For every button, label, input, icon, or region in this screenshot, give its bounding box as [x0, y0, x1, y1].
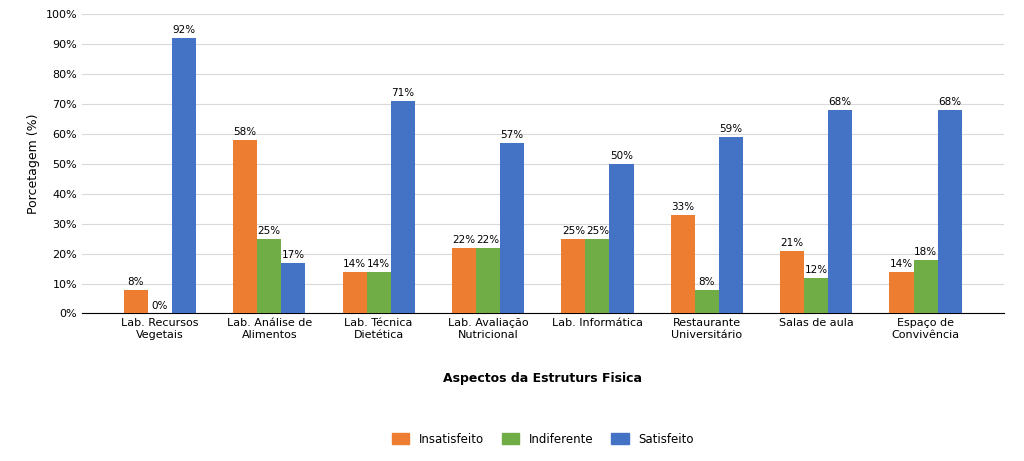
Bar — [828, 110, 852, 313]
Text: 8%: 8% — [128, 277, 144, 287]
Text: 50%: 50% — [610, 151, 633, 161]
Bar — [780, 251, 804, 313]
Text: 14%: 14% — [890, 259, 913, 269]
Bar — [561, 239, 586, 313]
Text: 18%: 18% — [914, 247, 937, 257]
Text: 33%: 33% — [671, 202, 694, 212]
Bar — [500, 143, 524, 313]
Text: 58%: 58% — [233, 127, 257, 137]
Bar — [890, 272, 913, 313]
Text: 25%: 25% — [562, 226, 585, 236]
Text: 22%: 22% — [453, 235, 475, 245]
Text: 14%: 14% — [343, 259, 367, 269]
Y-axis label: Porcetagem (%): Porcetagem (%) — [27, 113, 40, 214]
Text: 0%: 0% — [152, 301, 168, 311]
Text: Aspectos da Estruturs Fisica: Aspectos da Estruturs Fisica — [443, 372, 642, 384]
Text: 8%: 8% — [698, 277, 715, 287]
Bar — [257, 239, 282, 313]
Bar — [694, 290, 719, 313]
Legend: Insatisfeito, Indiferente, Satisfeito: Insatisfeito, Indiferente, Satisfeito — [387, 428, 698, 450]
Bar — [804, 278, 828, 313]
Bar — [913, 260, 938, 313]
Text: 21%: 21% — [780, 238, 804, 248]
Bar — [172, 38, 196, 313]
Bar — [343, 272, 367, 313]
Text: 22%: 22% — [476, 235, 500, 245]
Bar — [233, 140, 257, 313]
Bar — [938, 110, 962, 313]
Text: 14%: 14% — [367, 259, 390, 269]
Bar — [609, 164, 634, 313]
Text: 92%: 92% — [172, 25, 196, 35]
Text: 17%: 17% — [282, 250, 305, 260]
Text: 59%: 59% — [719, 124, 742, 134]
Bar — [282, 263, 305, 313]
Bar — [452, 248, 476, 313]
Text: 71%: 71% — [391, 89, 415, 98]
Bar — [671, 215, 694, 313]
Bar — [476, 248, 500, 313]
Text: 25%: 25% — [586, 226, 609, 236]
Bar — [124, 290, 147, 313]
Text: 57%: 57% — [501, 130, 523, 140]
Text: 25%: 25% — [258, 226, 281, 236]
Bar — [586, 239, 609, 313]
Bar — [367, 272, 391, 313]
Bar — [391, 101, 415, 313]
Bar — [719, 137, 742, 313]
Text: 68%: 68% — [828, 97, 852, 107]
Text: 68%: 68% — [938, 97, 962, 107]
Text: 12%: 12% — [805, 265, 827, 275]
